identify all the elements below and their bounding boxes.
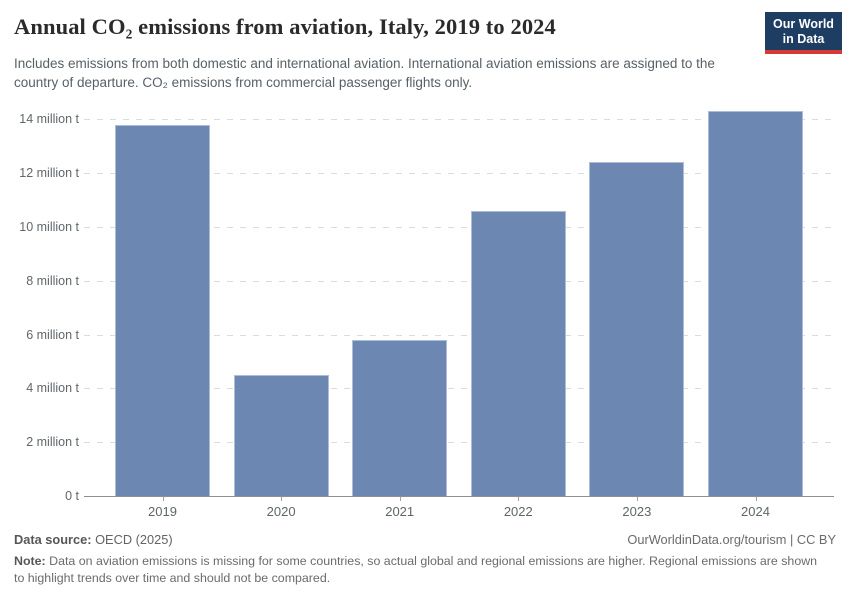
x-tick-2020	[281, 497, 283, 501]
gridline-14	[84, 119, 834, 121]
gridline-8	[84, 280, 834, 282]
x-tick-2023	[636, 497, 638, 501]
y-axis-label-14: 14 million t	[19, 112, 79, 127]
footnote-text: Data on aviation emissions is missing fo…	[14, 554, 818, 585]
x-axis-label-2022: 2022	[503, 504, 533, 519]
y-axis-label-12: 12 million t	[19, 166, 79, 181]
x-axis-label-2024: 2024	[741, 504, 770, 519]
bar-2022[interactable]	[470, 210, 566, 496]
gridline-6	[84, 334, 834, 336]
chart-subtitle: Includes emissions from both domestic an…	[14, 56, 715, 90]
bar-chart: 0 t 2 million t 4 million t 6 million t 8 mi…	[0, 100, 850, 520]
y-axis-label-0: 0 t	[65, 489, 79, 503]
bar-2024[interactable]	[708, 111, 803, 496]
attribution-link[interactable]: OurWorldinData.org/tourism | CC BY	[627, 532, 836, 547]
gridline-12	[84, 173, 834, 175]
y-axis-label-2: 2 million t	[26, 435, 79, 450]
data-source: Data source: OECD (2025)	[14, 532, 173, 547]
x-axis-line	[84, 496, 834, 497]
bar-2019[interactable]	[115, 124, 210, 496]
x-tick-2022	[518, 497, 520, 501]
data-source-label: Data source:	[14, 532, 92, 547]
y-axis-label-6: 6 million t	[26, 327, 79, 342]
gridline-2	[84, 442, 834, 444]
y-axis-label-4: 4 million t	[26, 381, 79, 396]
x-axis-label-2020: 2020	[266, 504, 296, 519]
data-source-value: OECD (2025)	[95, 532, 173, 547]
bar-2023[interactable]	[589, 162, 685, 496]
gridline-4	[84, 388, 834, 390]
page-title: Annual CO₂ emissions from aviation, Ital…	[14, 14, 556, 39]
footer-row: Data source: OECD (2025) OurWorldinData.…	[14, 532, 836, 547]
footnote-label: Note:	[14, 554, 46, 568]
bar-2020[interactable]	[233, 374, 329, 496]
x-tick-2024	[755, 497, 757, 501]
x-axis-label-2021: 2021	[385, 504, 415, 519]
x-tick-2019	[162, 497, 164, 501]
footnote: Note: Data on aviation emissions is miss…	[14, 553, 820, 587]
x-axis-label-2023: 2023	[622, 504, 652, 519]
y-axis-label-8: 8 million t	[26, 273, 79, 288]
logo-line-2: in Data	[782, 31, 825, 46]
gridline-10	[84, 227, 834, 228]
x-tick-2021	[399, 497, 401, 501]
x-axis-label-2019: 2019	[148, 504, 177, 519]
owid-logo[interactable]: Our World in Data	[765, 12, 842, 54]
logo-line-1: Our World	[773, 17, 834, 31]
y-axis-label-10: 10 million t	[19, 220, 79, 234]
bar-2021[interactable]	[352, 339, 448, 496]
